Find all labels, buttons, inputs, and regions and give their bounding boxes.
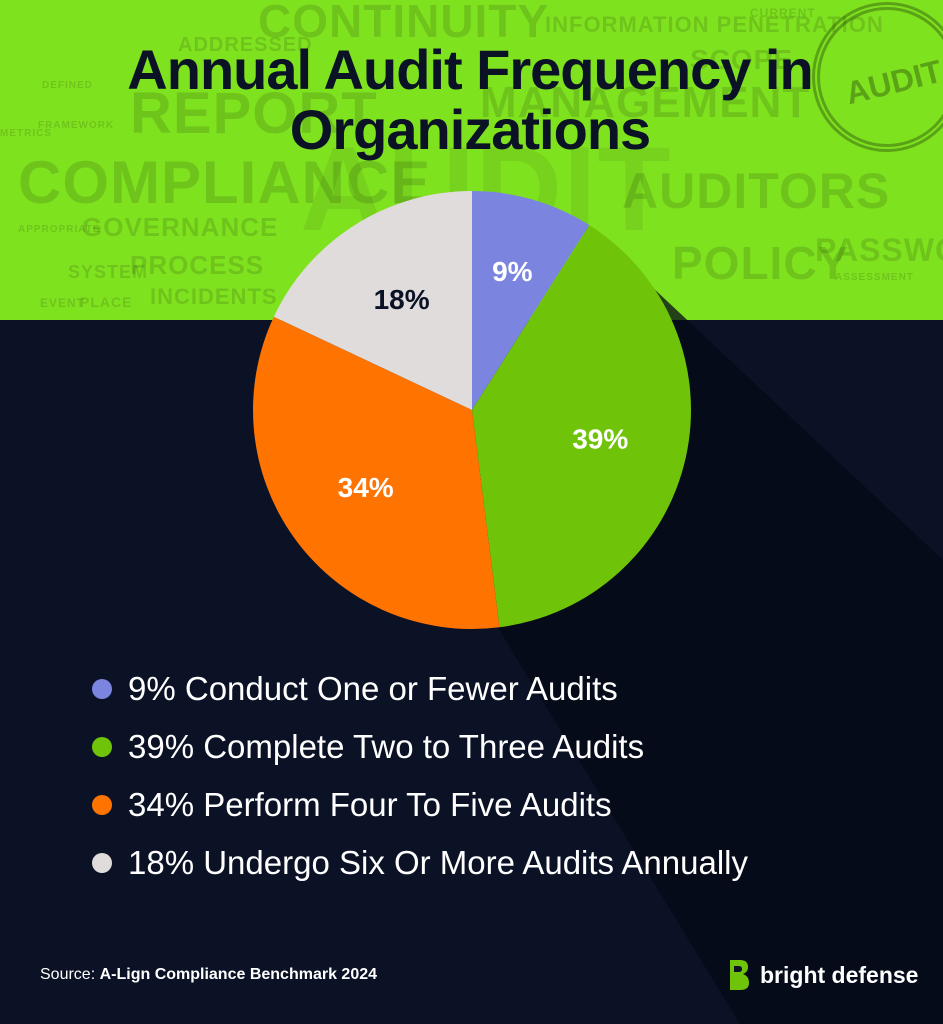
pie-slice-9 xyxy=(472,191,590,410)
legend-item: 9% Conduct One or Fewer Audits xyxy=(92,660,748,718)
background-word: MANAGEMENT xyxy=(480,78,811,127)
legend-dot-icon xyxy=(92,853,112,873)
legend-item: 39% Complete Two to Three Audits xyxy=(92,718,748,776)
background-word: CURRENT xyxy=(750,6,816,20)
background-word: PROCESS xyxy=(130,250,265,280)
background-word: AUDITORS xyxy=(622,163,891,219)
source-name: A-Lign Compliance Benchmark 2024 xyxy=(99,966,378,983)
pie-slice-39 xyxy=(472,225,691,628)
pie-slice-label: 9% xyxy=(492,256,533,287)
legend-dot-icon xyxy=(92,679,112,699)
background-word: INCIDENTS xyxy=(150,284,278,309)
header-band: CONTINUITY ADDRESSED INFORMATION PENETRATI… xyxy=(0,0,943,320)
pie-slice-label: 39% xyxy=(572,424,628,455)
legend-item: 34% Perform Four To Five Audits xyxy=(92,776,748,834)
brand: bright defense xyxy=(728,958,918,992)
source-prefix: Source: xyxy=(40,966,100,983)
legend-item: 18% Undergo Six Or More Audits Annually xyxy=(92,834,748,892)
pie-slice-label: 34% xyxy=(338,472,394,503)
pie-slice-label: 18% xyxy=(374,284,430,315)
pie-slice-18 xyxy=(273,191,472,410)
background-word: FRAMEWORK xyxy=(38,120,115,131)
background-word: APPROPRIATE xyxy=(18,224,101,235)
background-word: PLACE xyxy=(80,294,133,310)
background-word: SCOPE xyxy=(690,44,794,75)
background-word-cloud: CONTINUITY ADDRESSED INFORMATION PENETRATI… xyxy=(0,0,943,320)
page-title: Annual Audit Frequency in Organizations xyxy=(127,38,813,161)
background-word: CONTINUITY xyxy=(258,0,550,47)
background-word: DEFINED xyxy=(42,80,93,91)
audit-stamp-icon xyxy=(812,2,943,152)
background-word: ADDRESSED xyxy=(178,34,313,56)
background-word: METRICS xyxy=(0,128,52,139)
background-word: SYSTEM xyxy=(68,262,149,282)
legend-label: 39% Complete Two to Three Audits xyxy=(128,728,645,765)
legend-dot-icon xyxy=(92,795,112,815)
background-word: COMPLIANCE xyxy=(18,149,432,216)
legend-label: 18% Undergo Six Or More Audits Annually xyxy=(128,844,748,881)
legend-label: 34% Perform Four To Five Audits xyxy=(128,786,612,823)
legend-dot-icon xyxy=(92,737,112,757)
source-note: Source: A-Lign Compliance Benchmark 2024 xyxy=(40,966,377,984)
background-word: REPORT xyxy=(130,81,378,146)
brand-name: bright defense xyxy=(760,961,919,988)
chart-legend: 9% Conduct One or Fewer Audits 39% Comple… xyxy=(92,660,748,892)
legend-label: 9% Conduct One or Fewer Audits xyxy=(128,670,618,707)
bright-defense-logo-icon xyxy=(730,960,749,990)
background-word: EVENT xyxy=(40,296,86,310)
background-word: GOVERNANCE xyxy=(82,212,279,242)
pie-slice-34 xyxy=(252,316,500,629)
